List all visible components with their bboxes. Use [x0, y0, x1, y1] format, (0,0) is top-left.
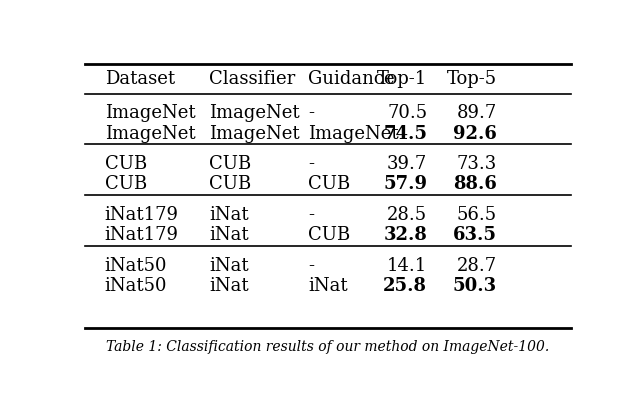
Text: 39.7: 39.7 — [387, 155, 428, 173]
Text: CUB: CUB — [105, 175, 147, 194]
Text: 28.5: 28.5 — [387, 206, 428, 223]
Text: Top-1: Top-1 — [377, 69, 428, 88]
Text: CUB: CUB — [308, 226, 351, 244]
Text: ImageNet: ImageNet — [105, 125, 195, 143]
Text: 14.1: 14.1 — [387, 257, 428, 275]
Text: -: - — [308, 206, 314, 223]
Text: 56.5: 56.5 — [456, 206, 497, 223]
Text: CUB: CUB — [209, 175, 252, 194]
Text: Guidance: Guidance — [308, 69, 395, 88]
Text: 88.6: 88.6 — [452, 175, 497, 194]
Text: Top-5: Top-5 — [447, 69, 497, 88]
Text: -: - — [308, 104, 314, 122]
Text: 50.3: 50.3 — [452, 277, 497, 295]
Text: iNat: iNat — [209, 226, 248, 244]
Text: iNat50: iNat50 — [105, 277, 167, 295]
Text: CUB: CUB — [308, 175, 351, 194]
Text: 92.6: 92.6 — [452, 125, 497, 143]
Text: iNat: iNat — [209, 257, 248, 275]
Text: 74.5: 74.5 — [383, 125, 428, 143]
Text: iNat179: iNat179 — [105, 226, 179, 244]
Text: ImageNet: ImageNet — [308, 125, 399, 143]
Text: 25.8: 25.8 — [383, 277, 428, 295]
Text: Dataset: Dataset — [105, 69, 175, 88]
Text: ImageNet: ImageNet — [209, 125, 300, 143]
Text: 73.3: 73.3 — [456, 155, 497, 173]
Text: 89.7: 89.7 — [456, 104, 497, 122]
Text: CUB: CUB — [209, 155, 252, 173]
Text: 63.5: 63.5 — [452, 226, 497, 244]
Text: ImageNet: ImageNet — [209, 104, 300, 122]
Text: iNat: iNat — [308, 277, 348, 295]
Text: iNat: iNat — [209, 206, 248, 223]
Text: Table 1: Classification results of our method on ImageNet-100.: Table 1: Classification results of our m… — [106, 340, 550, 354]
Text: 32.8: 32.8 — [383, 226, 428, 244]
Text: Classifier: Classifier — [209, 69, 295, 88]
Text: -: - — [308, 155, 314, 173]
Text: ImageNet: ImageNet — [105, 104, 195, 122]
Text: -: - — [308, 257, 314, 275]
Text: 70.5: 70.5 — [387, 104, 428, 122]
Text: CUB: CUB — [105, 155, 147, 173]
Text: iNat50: iNat50 — [105, 257, 167, 275]
Text: 57.9: 57.9 — [383, 175, 428, 194]
Text: iNat: iNat — [209, 277, 248, 295]
Text: iNat179: iNat179 — [105, 206, 179, 223]
Text: 28.7: 28.7 — [456, 257, 497, 275]
